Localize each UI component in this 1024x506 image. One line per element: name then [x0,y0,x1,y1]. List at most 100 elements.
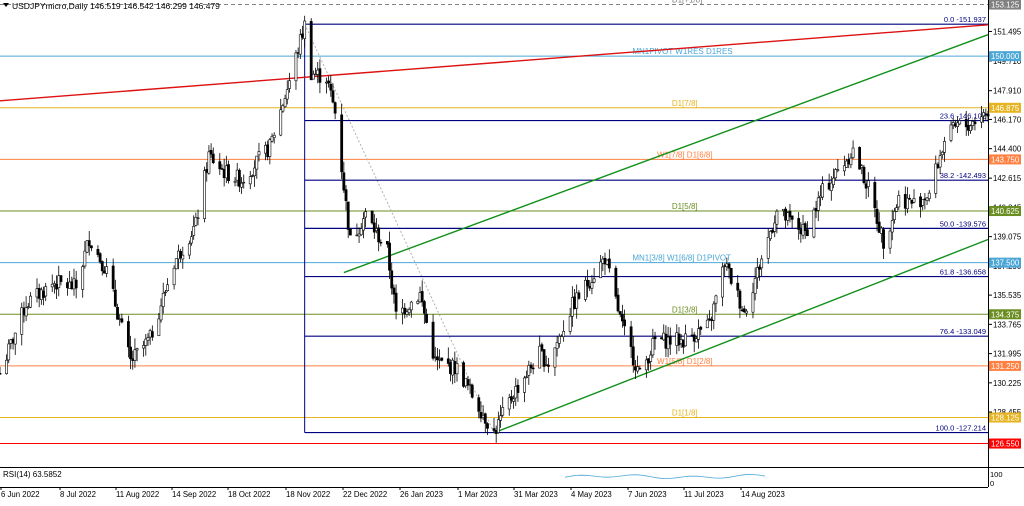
dropdown-arrow-icon[interactable] [3,3,9,7]
candle [873,176,877,218]
price-tag-label: 134.375 [991,310,1020,319]
time-tick-label: 8 Jul 2022 [60,490,96,499]
candle-body [388,242,391,271]
candle-body [727,263,731,269]
trendline-upper-channel [343,34,989,274]
candle-body [969,125,972,132]
candle-body [253,167,257,177]
candle [50,274,54,293]
candle [377,224,381,252]
candle-body [714,295,718,304]
candle-body [105,266,109,274]
candle [684,324,687,347]
candle-body [936,164,940,168]
candle-body [797,218,801,230]
candle [116,303,119,320]
candle-body [755,267,759,279]
murrey-levels: D1[+1/8] MN1PIVOT W1RES D1RES D1[7/8] W1[7/… [0,0,988,445]
candle-body [131,358,135,361]
level-label: D1[+1/8] [672,0,702,5]
candle [100,260,104,276]
chart-title: USDJPYmicro,Daily 146.519 146.542 146.29… [12,1,220,11]
candle-body [70,281,74,290]
candle [268,137,272,165]
candle-body [943,141,946,153]
candle-body [266,144,270,158]
candle [346,201,350,239]
price-tag-box [989,0,1021,10]
price-axis-labels: 153.280151.495149.710147.910146.170144.4… [988,0,1022,446]
candle-body [13,332,17,345]
candle-body [860,165,864,168]
candle-body [531,367,535,370]
candle-body [784,208,788,221]
candle [897,190,901,210]
candle-body [647,358,650,364]
candle-body [87,240,91,247]
candle-body [144,338,148,346]
candle-body [588,285,592,289]
candle-body [586,279,589,287]
candle [956,116,959,134]
time-tick-label: 1 Mar 2023 [458,490,497,499]
candle [592,267,596,284]
candle-body [314,73,317,76]
candle-body [146,337,150,341]
candle-body [39,289,43,300]
candle [542,349,546,372]
time-tick-label: 7 Jun 2023 [628,490,667,499]
candle-body [83,250,87,267]
candle [370,210,374,225]
candle [751,282,755,319]
candle [483,412,487,433]
chart-header: USDJPYmicro,Daily 146.519 146.542 146.29… [3,1,220,11]
candle-body [329,83,333,91]
candle-body [712,303,716,321]
candle-body [864,183,868,189]
candle [83,241,87,269]
candle-body [211,153,215,164]
time-tick-label: 22 Dec 2022 [343,490,387,499]
candle [523,375,526,403]
candle [364,208,368,228]
candle-body [623,319,626,327]
candle-body [177,250,180,260]
candle-body [346,201,350,230]
candle-body [529,364,533,369]
candle [836,159,840,173]
candle-body [538,345,542,369]
candle-body [836,169,840,171]
candle [85,240,89,254]
fib-level-label: 0.0 -151.937 [944,15,986,24]
candle [890,209,894,241]
candle-body [126,321,130,348]
candle [568,307,572,335]
candle-body [799,229,803,235]
candle [973,117,977,131]
candle-body [81,266,85,290]
candle-body [85,240,89,253]
candle-body [851,147,855,159]
candle [455,357,459,382]
candle-body [377,227,381,243]
candle-body [7,343,11,361]
time-tick-label: 18 Oct 2022 [228,490,270,499]
candle-body [451,359,455,376]
candle-body [425,313,428,323]
candle-body [516,384,520,393]
rsi-axis-0: 0 [990,479,994,488]
candle [462,360,465,388]
candle-body [431,321,435,359]
candle-body [897,195,901,208]
candle [294,50,298,90]
candle [179,248,183,263]
candle-body [590,282,594,289]
candle [392,284,396,304]
candle-body [592,278,596,283]
candle [431,314,435,361]
candle-body [773,222,777,232]
candle [466,375,470,391]
candle-body [544,364,548,366]
candle-body [694,338,698,343]
candle [233,177,237,187]
